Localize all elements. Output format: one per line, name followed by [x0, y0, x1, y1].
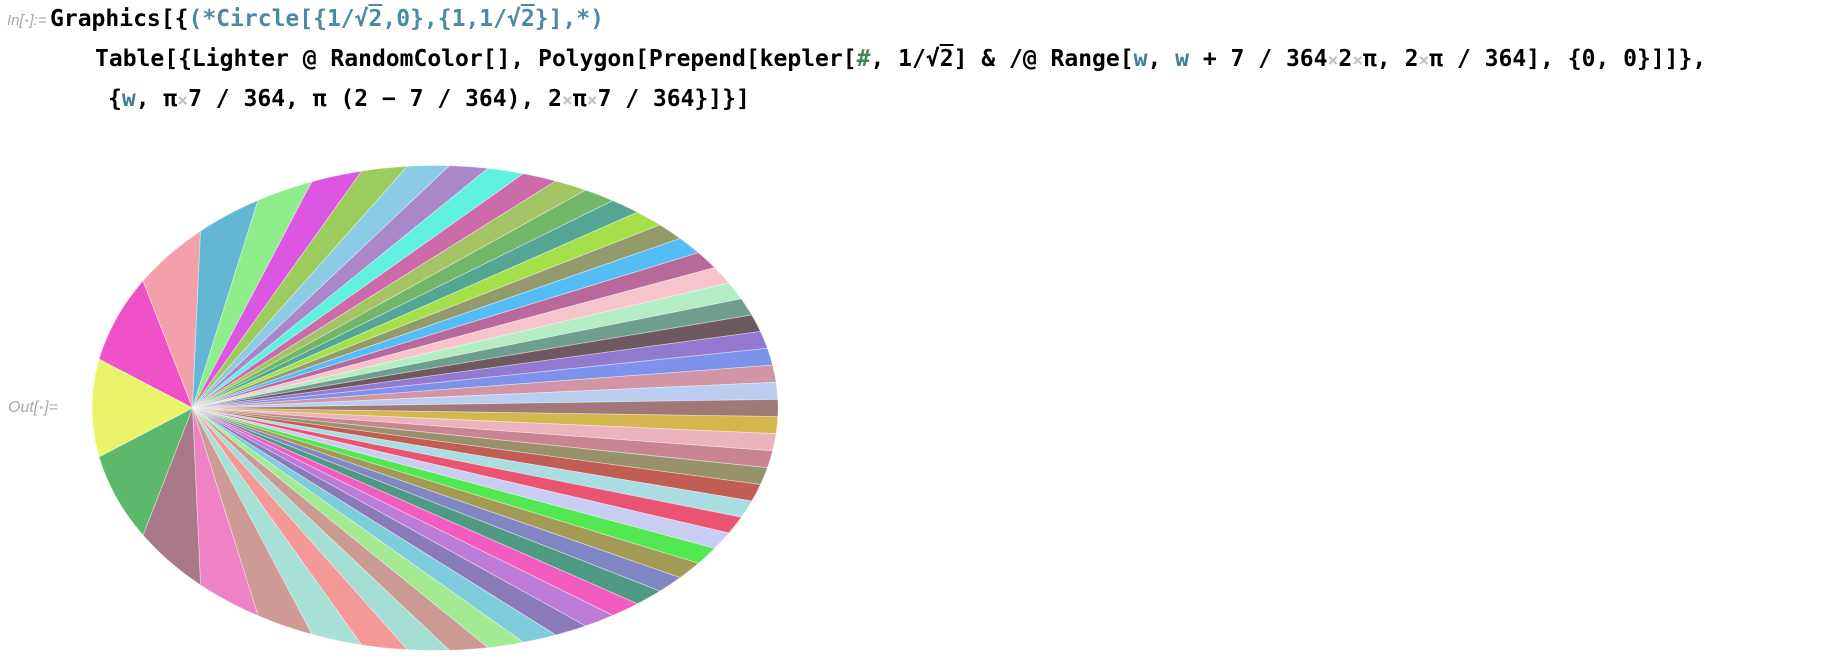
- code-token: w: [1175, 46, 1190, 72]
- ellipse-sector: [192, 407, 777, 452]
- code-token: Table[{Lighter @ RandomColor[], Polygon[…: [95, 46, 857, 72]
- ellipse-sector: [192, 398, 779, 418]
- input-code-cell[interactable]: Graphics[{(*Circle[{1/√2,0},{1,1/√2}],*)…: [0, 0, 1836, 130]
- ellipse-sector: [192, 407, 779, 435]
- code-token: #: [856, 46, 871, 72]
- code-token: w: [121, 86, 136, 112]
- code-token: ×: [1352, 50, 1364, 71]
- out-cell-label: Out[•]=: [8, 388, 58, 428]
- ellipse-sector: [192, 407, 313, 635]
- code-token: π, 2: [1363, 46, 1419, 72]
- code-token: ×: [177, 90, 189, 111]
- ellipse-sector: [192, 407, 730, 549]
- code-token: ×: [1418, 50, 1430, 71]
- ellipse-sector: [192, 407, 742, 534]
- ellipse-sector: [98, 407, 194, 536]
- code-token: 7 / 364}]}]: [597, 86, 750, 112]
- ellipse-sector: [192, 381, 779, 409]
- ellipse-sector: [192, 407, 639, 616]
- ellipse-sector: [192, 407, 682, 592]
- code-line-3[interactable]: {w, π×7 / 364, π (2 − 7 / 364), 2×π×7 / …: [108, 79, 750, 119]
- code-token: π: [572, 86, 587, 112]
- ellipse-sector: [192, 167, 525, 409]
- ellipse-sector: [192, 407, 557, 643]
- code-token: 7 / 364, π (2 − 7 / 364), 2: [188, 86, 562, 112]
- ellipse-sector: [192, 407, 774, 469]
- code-token: ×: [1327, 50, 1339, 71]
- ellipse-sector: [192, 407, 259, 617]
- ellipse-sector: [192, 407, 409, 651]
- code-token: + 7 / 364: [1189, 46, 1328, 72]
- code-line-2[interactable]: Table[{Lighter @ RandomColor[], Polygon[…: [95, 39, 1706, 79]
- ellipse-sector: [192, 165, 451, 409]
- ellipse-sector: [192, 165, 409, 409]
- ellipse-sector: [192, 407, 716, 564]
- code-token: Graphics[{: [50, 6, 189, 32]
- ellipse-sector: [192, 407, 762, 502]
- ellipse-sector: [192, 165, 489, 409]
- code-token: ×: [586, 90, 598, 111]
- ellipse-sector: [192, 407, 768, 485]
- ellipse-sector: [192, 282, 742, 409]
- ellipse-sector: [192, 237, 700, 409]
- code-token: √2: [925, 46, 954, 72]
- code-token: 2: [1338, 46, 1353, 72]
- ellipse-sector: [192, 173, 557, 409]
- cell-bracket-dot: •: [39, 402, 44, 414]
- ellipse-sector: [192, 407, 700, 579]
- code-token: ] & /@ Range[: [953, 46, 1134, 72]
- code-token: (*Circle[{1/: [188, 6, 355, 32]
- ellipse-sector: [192, 407, 614, 627]
- code-token: w: [1133, 46, 1148, 72]
- ellipse-sector: [192, 407, 525, 649]
- code-token: , 1/: [870, 46, 926, 72]
- ellipse-sector: [192, 170, 363, 409]
- ellipse-sector: [192, 407, 753, 518]
- code-token: π / 364], {0, 0}]]},: [1429, 46, 1707, 72]
- ellipse-sector: [142, 230, 201, 409]
- ellipse-sector: [192, 347, 774, 409]
- ellipse-sector: [192, 224, 682, 409]
- out-label-pre: Out[: [8, 399, 39, 416]
- ellipse-sector: [192, 364, 777, 409]
- ellipse-sector: [192, 407, 489, 651]
- ellipse-sector: [192, 180, 587, 409]
- code-token: , π: [135, 86, 178, 112]
- ellipse-sector: [98, 280, 194, 409]
- ellipse-sector: [192, 252, 716, 409]
- ellipse-sector: [192, 331, 768, 409]
- ellipse-sector: [192, 189, 614, 409]
- code-line-1[interactable]: Graphics[{(*Circle[{1/√2,0},{1,1/√2}],*): [50, 0, 604, 39]
- code-token: ,: [1147, 46, 1176, 72]
- cell-bracket-dot: •: [24, 15, 29, 27]
- code-token: ×: [561, 90, 573, 111]
- ellipse-sector: [192, 200, 639, 409]
- code-token: {: [108, 86, 122, 112]
- in-label-pre: In[: [7, 12, 24, 29]
- ellipse-sector: [192, 314, 762, 409]
- ellipse-sector: [192, 407, 451, 651]
- ellipse-sector: [192, 407, 363, 646]
- code-token: √2: [507, 6, 535, 32]
- ellipse-sector: [192, 298, 753, 409]
- in-cell-label: In[•]:=: [7, 1, 47, 41]
- ellipse-sector: [91, 358, 194, 458]
- code-token: }],*): [534, 6, 604, 32]
- ellipse-sector: [192, 211, 661, 409]
- ellipse-sector: [192, 407, 587, 636]
- code-token: √2: [354, 6, 383, 32]
- ellipse-sector: [142, 407, 201, 586]
- ellipse-sector: [192, 407, 661, 605]
- out-label-post: ]=: [44, 399, 58, 416]
- code-token: ,0},{1,1/: [382, 6, 507, 32]
- ellipse-sector: [192, 267, 730, 409]
- in-label-post: ]:=: [29, 12, 47, 29]
